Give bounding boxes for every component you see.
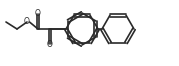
Text: O: O bbox=[35, 9, 41, 18]
Text: O: O bbox=[47, 40, 53, 49]
Text: O: O bbox=[24, 17, 30, 27]
